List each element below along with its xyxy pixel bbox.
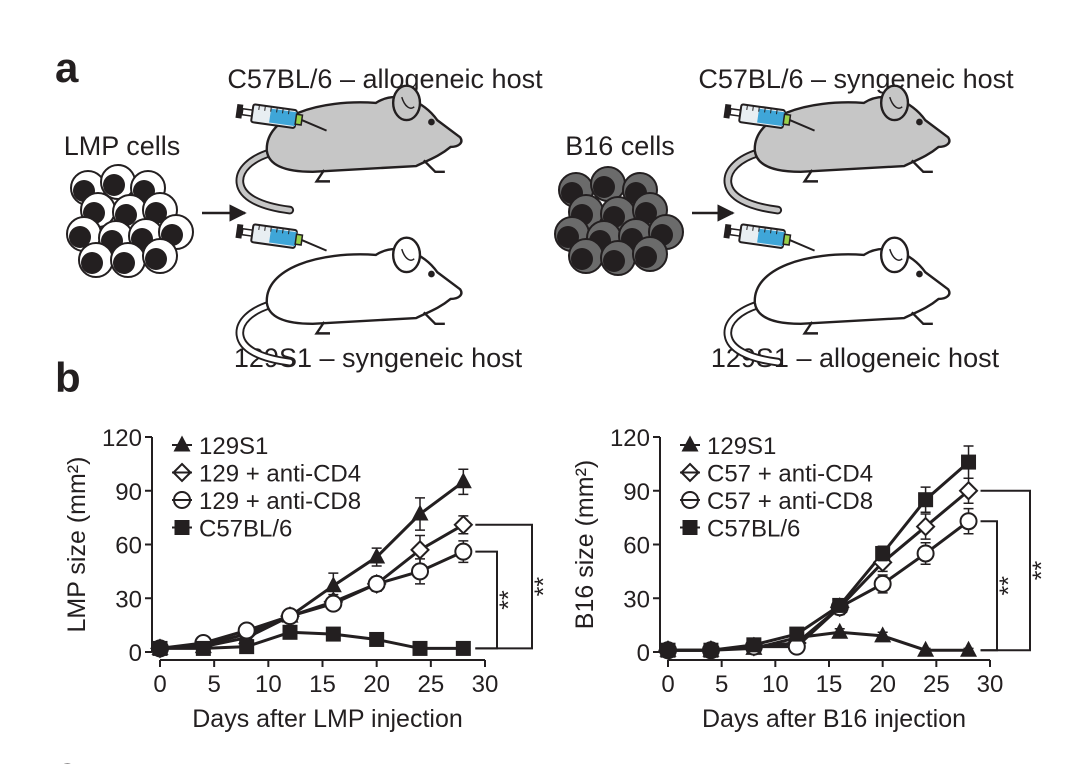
y-tick-label: 0 xyxy=(129,640,142,667)
marker xyxy=(832,597,848,613)
host-label: C57BL/6 – syngeneic host xyxy=(698,64,1014,94)
marker xyxy=(368,547,386,564)
marker xyxy=(831,622,849,639)
marker xyxy=(239,639,255,655)
significance-bracket xyxy=(475,550,498,650)
significance-bracket xyxy=(980,489,1031,652)
significance-label: ** xyxy=(995,576,1023,596)
y-tick-label: 60 xyxy=(623,533,650,560)
x-tick-label: 30 xyxy=(977,671,1004,698)
x-axis-title: Days after B16 injection xyxy=(702,705,966,733)
y-tick-label: 90 xyxy=(623,479,650,506)
marker xyxy=(961,454,977,470)
x-tick-label: 20 xyxy=(363,671,390,698)
panel-label: a xyxy=(55,44,79,91)
marker xyxy=(873,574,892,593)
legend-marker xyxy=(681,435,699,452)
cells-label: LMP cells xyxy=(64,131,181,161)
x-tick-label: 25 xyxy=(417,671,444,698)
marker xyxy=(917,640,935,657)
marker xyxy=(152,640,168,656)
marker xyxy=(411,504,429,521)
x-axis-title: Days after LMP injection xyxy=(192,705,463,733)
legend-label: 129 + anti-CD8 xyxy=(199,488,361,515)
cells-label: B16 cells xyxy=(565,131,675,161)
marker xyxy=(874,626,892,643)
marker xyxy=(454,472,472,489)
y-tick-label: 30 xyxy=(623,586,650,613)
syringe xyxy=(722,220,818,254)
marker xyxy=(454,542,473,561)
y-tick-label: 120 xyxy=(610,425,650,452)
marker xyxy=(918,492,934,508)
marker xyxy=(660,642,676,658)
marker xyxy=(411,562,429,581)
mouse-gray xyxy=(240,86,462,210)
marker xyxy=(453,514,474,535)
significance-label: ** xyxy=(1028,560,1056,580)
marker xyxy=(455,640,471,656)
x-tick-label: 20 xyxy=(869,671,896,698)
x-tick-label: 30 xyxy=(472,671,499,698)
x-tick-label: 5 xyxy=(715,671,728,698)
y-axis-title: LMP size (mm²) xyxy=(63,457,91,633)
y-tick-label: 60 xyxy=(115,533,142,560)
legend-label: 129 + anti-CD4 xyxy=(199,461,361,488)
significance-label: ** xyxy=(495,590,523,610)
marker xyxy=(367,574,386,593)
marker xyxy=(324,594,343,613)
syringe xyxy=(234,220,330,254)
marker xyxy=(703,642,719,658)
x-tick-label: 15 xyxy=(309,671,336,698)
marker xyxy=(875,545,891,561)
marker xyxy=(282,624,298,640)
marker xyxy=(412,640,428,656)
significance-bracket xyxy=(475,523,533,650)
legend-label: C57 + anti-CD8 xyxy=(707,488,873,515)
panel-label: b xyxy=(55,354,81,401)
legend-label: 129S1 xyxy=(707,433,776,460)
marker xyxy=(237,621,256,640)
marker xyxy=(325,626,341,642)
panel-label: c xyxy=(55,748,78,764)
y-axis-title: B16 size (mm²) xyxy=(571,460,599,629)
marker xyxy=(324,576,342,593)
legend-label: C57BL/6 xyxy=(707,516,800,543)
legend-label: C57 + anti-CD4 xyxy=(707,461,873,488)
x-tick-label: 5 xyxy=(207,671,220,698)
marker xyxy=(915,516,936,537)
significance-label: ** xyxy=(530,577,558,597)
marker xyxy=(916,544,935,563)
legend-label: 129S1 xyxy=(199,433,268,460)
marker xyxy=(281,607,299,626)
legend-label: C57BL/6 xyxy=(199,516,292,543)
marker xyxy=(958,480,979,501)
x-tick-label: 10 xyxy=(255,671,282,698)
marker xyxy=(960,640,978,657)
x-tick-label: 0 xyxy=(153,671,166,698)
y-tick-label: 90 xyxy=(115,479,142,506)
y-tick-label: 0 xyxy=(637,640,650,667)
host-label: C57BL/6 – allogeneic host xyxy=(227,64,543,94)
marker xyxy=(746,637,762,653)
y-tick-label: 120 xyxy=(102,425,142,452)
marker xyxy=(789,626,805,642)
legend-marker xyxy=(173,435,191,452)
x-tick-label: 15 xyxy=(816,671,843,698)
x-tick-label: 25 xyxy=(923,671,950,698)
mouse-gray xyxy=(728,86,950,210)
cell-cluster xyxy=(66,164,194,278)
cell-cluster xyxy=(554,166,684,276)
x-tick-label: 0 xyxy=(661,671,674,698)
marker xyxy=(195,640,211,656)
y-tick-label: 30 xyxy=(115,586,142,613)
x-tick-label: 10 xyxy=(762,671,789,698)
marker xyxy=(959,512,978,531)
marker xyxy=(369,631,385,647)
